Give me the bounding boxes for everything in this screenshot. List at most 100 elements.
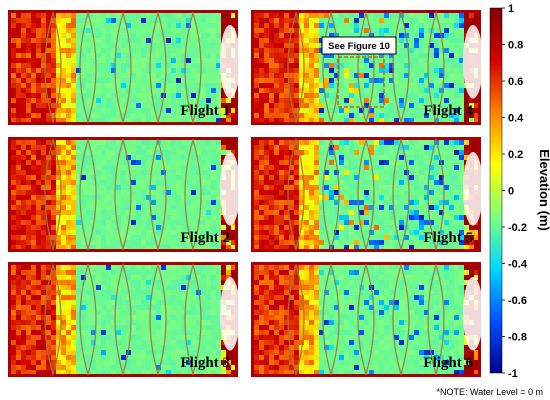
elevation-cell	[424, 230, 429, 235]
elevation-cell	[314, 235, 319, 240]
elevation-cell	[151, 300, 156, 305]
elevation-cell	[91, 315, 96, 320]
elevation-cell	[116, 360, 121, 365]
elevation-cell	[259, 18, 264, 23]
elevation-cell	[181, 48, 186, 53]
elevation-cell	[151, 88, 156, 93]
elevation-cell	[11, 155, 16, 160]
elevation-cell	[41, 18, 46, 23]
elevation-cell	[449, 220, 454, 225]
elevation-cell	[449, 83, 454, 88]
elevation-cell	[56, 145, 61, 150]
elevation-cell	[136, 360, 141, 365]
elevation-cell	[46, 210, 51, 215]
elevation-cell	[439, 215, 444, 220]
elevation-cell	[141, 165, 146, 170]
elevation-cell	[284, 23, 289, 28]
elevation-cell	[81, 290, 86, 295]
elevation-cell	[226, 355, 231, 360]
elevation-cell	[106, 325, 111, 330]
elevation-cell	[299, 23, 304, 28]
elevation-cell	[16, 300, 21, 305]
elevation-cell	[226, 18, 231, 23]
elevation-cell	[56, 103, 61, 108]
elevation-cell	[31, 33, 36, 38]
elevation-cell	[399, 240, 404, 245]
elevation-cell	[181, 18, 186, 23]
elevation-cell	[191, 83, 196, 88]
elevation-cell	[46, 140, 51, 145]
elevation-cell	[191, 160, 196, 165]
elevation-cell	[146, 345, 151, 350]
elevation-cell	[156, 150, 161, 155]
elevation-cell	[86, 325, 91, 330]
elevation-cell	[279, 103, 284, 108]
elevation-cell	[151, 370, 156, 374]
elevation-cell	[191, 210, 196, 215]
elevation-cell	[91, 270, 96, 275]
elevation-cell	[176, 53, 181, 58]
elevation-cell	[289, 150, 294, 155]
elevation-cell	[101, 28, 106, 33]
elevation-cell	[339, 195, 344, 200]
elevation-cell	[459, 23, 464, 28]
elevation-cell	[136, 28, 141, 33]
elevation-cell	[384, 185, 389, 190]
elevation-cell	[459, 58, 464, 63]
elevation-cell	[324, 68, 329, 73]
elevation-cell	[374, 108, 379, 113]
elevation-cell	[364, 165, 369, 170]
elevation-cell	[46, 300, 51, 305]
elevation-cell	[394, 78, 399, 83]
elevation-cell	[176, 175, 181, 180]
elevation-cell	[141, 235, 146, 240]
elevation-cell	[384, 113, 389, 118]
elevation-cell	[96, 43, 101, 48]
elevation-cell	[156, 335, 161, 340]
elevation-cell	[186, 200, 191, 205]
elevation-cell	[51, 48, 56, 53]
elevation-cell	[111, 38, 116, 43]
elevation-cell	[166, 93, 171, 98]
elevation-cell	[116, 33, 121, 38]
elevation-cell	[284, 33, 289, 38]
elevation-cell	[116, 150, 121, 155]
elevation-cell	[51, 355, 56, 360]
elevation-cell	[389, 205, 394, 210]
elevation-cell	[186, 285, 191, 290]
elevation-cell	[309, 98, 314, 103]
elevation-cell	[56, 195, 61, 200]
elevation-cell	[51, 150, 56, 155]
elevation-cell	[279, 18, 284, 23]
elevation-cell	[279, 195, 284, 200]
elevation-cell	[269, 245, 274, 249]
elevation-cell	[36, 78, 41, 83]
elevation-cell	[46, 78, 51, 83]
elevation-cell	[201, 33, 206, 38]
elevation-cell	[146, 165, 151, 170]
elevation-cell	[414, 215, 419, 220]
elevation-cell	[156, 200, 161, 205]
elevation-cell	[339, 88, 344, 93]
elevation-cell	[71, 98, 76, 103]
elevation-cell	[16, 280, 21, 285]
elevation-cell	[21, 285, 26, 290]
elevation-cell	[161, 295, 166, 300]
elevation-cell	[96, 93, 101, 98]
elevation-cell	[106, 200, 111, 205]
elevation-cell	[71, 33, 76, 38]
elevation-cell	[444, 240, 449, 245]
elevation-cell	[299, 108, 304, 113]
elevation-cell	[111, 33, 116, 38]
elevation-cell	[61, 220, 66, 225]
elevation-cell	[444, 145, 449, 150]
elevation-cell	[221, 230, 226, 235]
elevation-cell	[41, 83, 46, 88]
elevation-cell	[354, 155, 359, 160]
elevation-cell	[156, 23, 161, 28]
elevation-cell	[259, 185, 264, 190]
elevation-cell	[181, 33, 186, 38]
elevation-cell	[171, 360, 176, 365]
elevation-cell	[404, 43, 409, 48]
elevation-cell	[161, 265, 166, 270]
